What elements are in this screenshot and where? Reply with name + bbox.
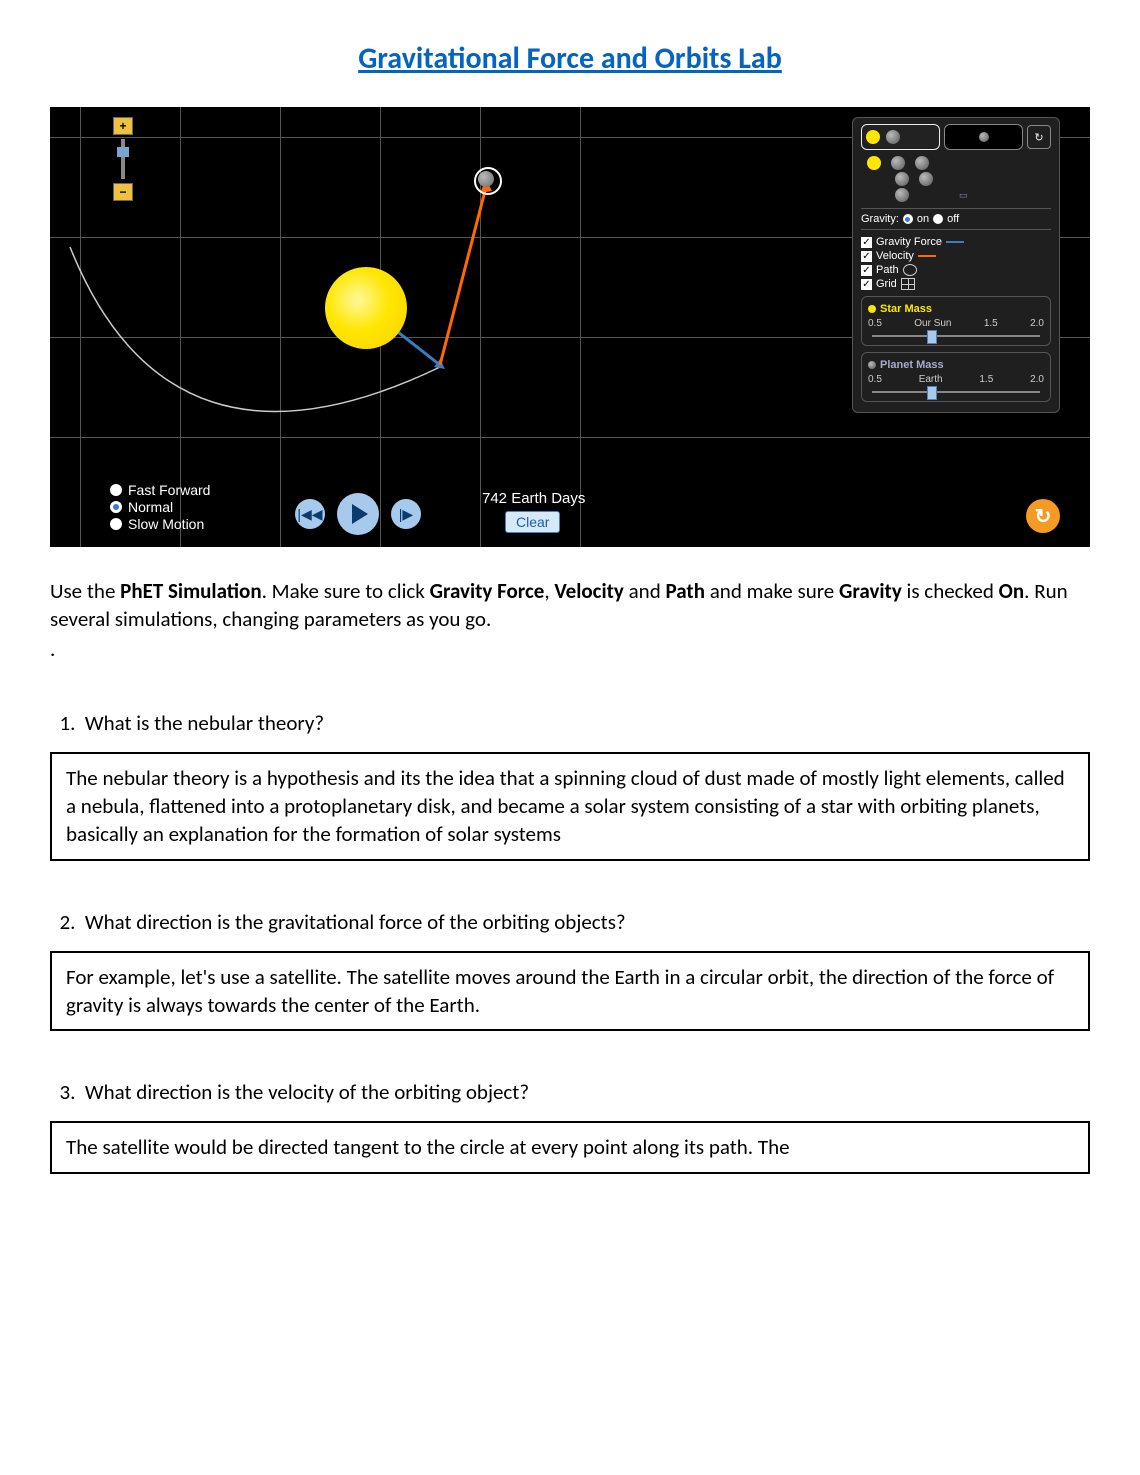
grid-line [280,107,281,547]
question: 2. What direction is the gravitational f… [50,909,1090,935]
checkbox-label: Gravity Force [876,236,942,248]
play-button[interactable] [337,493,379,535]
checkbox-label: Velocity [876,250,914,262]
checkbox-icon: ✓ [861,251,872,262]
step-button[interactable]: |▶ [391,499,421,529]
grid-icon [901,278,915,290]
rewind-button[interactable]: |◀◀ [295,499,325,529]
checkbox-icon: ✓ [861,279,872,290]
answer-box: The nebular theory is a hypothesis and i… [50,752,1090,861]
question: 3. What direction is the velocity of the… [50,1079,1090,1105]
control-panel: ↻ ▭ Gravity: on off ✓Grav [852,117,1060,413]
checkbox-row[interactable]: ✓ Path [861,264,1051,276]
zoom-out-button[interactable]: − [113,183,133,201]
color-swatch [946,241,964,243]
body-icon [915,156,929,170]
gravity-toggle[interactable]: Gravity: on off [861,208,1051,225]
slider-tick-label: 1.5 [984,318,998,329]
speed-control[interactable]: Fast ForwardNormalSlow Motion [110,481,210,533]
radio-icon [110,484,122,496]
scenario-reset-icon[interactable]: ↻ [1027,125,1051,149]
answer-box: For example, let's use a satellite. The … [50,951,1090,1032]
speed-label: Slow Motion [128,516,204,532]
checkbox-row[interactable]: ✓ Gravity Force [861,236,1051,248]
clear-button[interactable]: Clear [505,511,560,533]
zoom-control[interactable]: + − [115,117,131,201]
body-icon [867,156,881,170]
slider-tick-label: 0.5 [868,318,882,329]
satellite-icon: ▭ [959,190,968,201]
orbit-icon [903,264,917,276]
scenario-sun-planet[interactable] [861,124,940,150]
zoom-slider[interactable] [121,139,125,179]
instructions: Use the PhET Simulation. Make sure to cl… [50,577,1090,634]
speed-option[interactable]: Fast Forward [110,482,210,498]
slider-tick-label: 2.0 [1030,318,1044,329]
speed-option[interactable]: Normal [110,499,210,515]
radio-icon [110,518,122,530]
checkbox-icon: ✓ [861,237,872,248]
scenario-alt[interactable] [944,124,1023,150]
body-icon [919,172,933,186]
grid-line [580,107,581,547]
planet-mass-slider[interactable]: Planet Mass 0.5 Earth 1.5 2.0 [861,352,1051,402]
planet-mass-title: Planet Mass [880,359,944,371]
sim-canvas: + − Fast ForwardNormalSlow Motion |◀◀ |▶… [50,107,1090,547]
zoom-in-button[interactable]: + [113,117,133,135]
star-mass-slider[interactable]: Star Mass 0.5 Our Sun 1.5 2.0 [861,296,1051,346]
gravity-on-label: on [917,213,929,225]
body-icon [895,188,909,202]
grid-line [50,437,1090,438]
question: 1. What is the nebular theory? [50,710,1090,736]
grid-line [80,107,81,547]
reset-button[interactable]: ↻ [1026,499,1060,533]
gravity-on-radio[interactable] [903,214,913,224]
simulation-screenshot: + − Fast ForwardNormalSlow Motion |◀◀ |▶… [50,107,1090,547]
page-title: Gravitational Force and Orbits Lab [50,40,1090,77]
gravity-off-label: off [947,213,959,225]
checkbox-label: Path [876,264,899,276]
slider-tick-label: 1.5 [979,374,993,385]
radio-icon [110,501,122,513]
checkbox-icon: ✓ [861,265,872,276]
answer-box: The satellite would be directed tangent … [50,1121,1090,1173]
star-mass-title: Star Mass [880,303,932,315]
planet-body[interactable] [478,171,494,187]
body-icon [895,172,909,186]
playback-controls: |◀◀ |▶ [295,493,421,535]
speed-label: Fast Forward [128,482,210,498]
body-icon [891,156,905,170]
slider-tick-label: 2.0 [1030,374,1044,385]
elapsed-days-label: 742 Earth Days [482,490,585,507]
gravity-off-radio[interactable] [933,214,943,224]
slider-tick-label: Our Sun [914,318,951,329]
checkbox-label: Grid [876,278,897,290]
checkbox-row[interactable]: ✓ Velocity [861,250,1051,262]
gravity-label: Gravity: [861,213,899,225]
speed-option[interactable]: Slow Motion [110,516,210,532]
stray-dot: . [50,636,1090,662]
checkbox-row[interactable]: ✓ Grid [861,278,1051,290]
slider-tick-label: Earth [919,374,943,385]
color-swatch [918,255,936,257]
slider-tick-label: 0.5 [868,374,882,385]
speed-label: Normal [128,499,173,515]
star-body[interactable] [325,267,407,349]
